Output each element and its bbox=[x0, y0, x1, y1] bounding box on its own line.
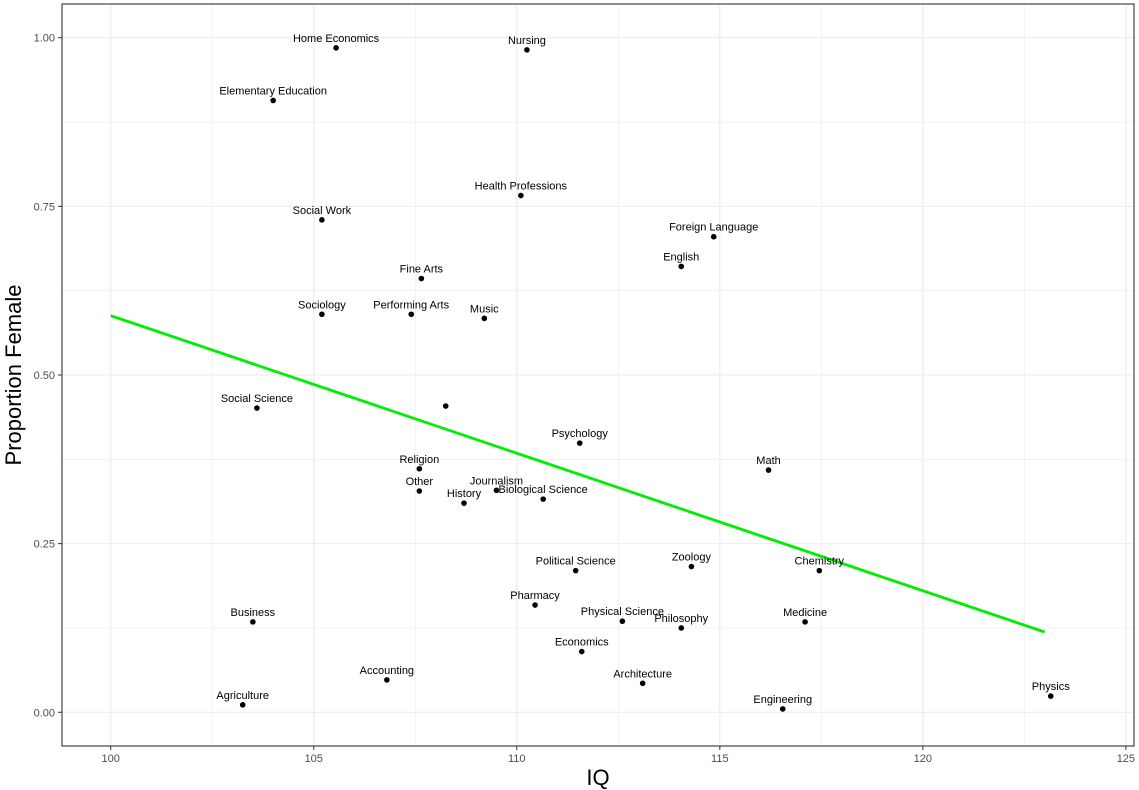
x-tick-label: 105 bbox=[305, 753, 323, 765]
data-point bbox=[319, 311, 325, 318]
data-point bbox=[1047, 693, 1054, 699]
data-point bbox=[319, 217, 325, 223]
point-label: Music bbox=[470, 303, 499, 315]
y-tick-label: 1.00 bbox=[34, 33, 55, 45]
point-label: Sociology bbox=[298, 299, 346, 311]
y-axis-title: Proportion Female bbox=[1, 285, 26, 466]
point-label: Home Economics bbox=[293, 33, 380, 45]
point-label: Zoology bbox=[672, 552, 712, 564]
data-point bbox=[416, 465, 423, 472]
y-tick-label: 0.25 bbox=[34, 539, 55, 551]
point-label: Business bbox=[231, 607, 276, 619]
data-point bbox=[442, 403, 449, 409]
point-label: Biological Science bbox=[499, 484, 588, 496]
point-label: Performing Arts bbox=[373, 299, 449, 311]
point-label: Chemistry bbox=[795, 556, 845, 568]
data-point bbox=[765, 467, 772, 473]
point-label: Physical Science bbox=[581, 606, 664, 618]
y-tick-label: 0.00 bbox=[34, 707, 55, 719]
point-label: Architecture bbox=[613, 668, 672, 680]
point-label: Medicine bbox=[783, 607, 827, 619]
data-point bbox=[816, 567, 823, 574]
data-point bbox=[239, 702, 246, 708]
data-point bbox=[254, 405, 260, 411]
data-point bbox=[619, 618, 626, 625]
point-label: Pharmacy bbox=[510, 590, 560, 602]
data-point bbox=[678, 625, 685, 631]
point-label: Political Science bbox=[536, 556, 616, 568]
x-tick-label: 100 bbox=[102, 753, 120, 765]
x-tick-label: 120 bbox=[914, 753, 932, 765]
y-axis-ticks: 0.00 0.25 0.50 0.75 1.00 bbox=[34, 33, 62, 719]
y-tick-label: 0.75 bbox=[34, 201, 55, 213]
data-point bbox=[576, 440, 583, 446]
x-tick-label: 115 bbox=[711, 753, 729, 765]
data-point bbox=[639, 680, 646, 687]
y-tick-label: 0.50 bbox=[34, 370, 55, 382]
point-label: Other bbox=[406, 476, 434, 488]
point-label: Health Professions bbox=[475, 181, 568, 193]
point-label: Math bbox=[756, 455, 780, 467]
data-point bbox=[779, 706, 786, 712]
point-label: Agriculture bbox=[216, 690, 269, 702]
grid-major bbox=[62, 4, 1134, 746]
data-point bbox=[333, 45, 339, 51]
point-label: Nursing bbox=[508, 35, 546, 47]
x-tick-label: 110 bbox=[508, 753, 526, 765]
data-point bbox=[461, 500, 467, 506]
data-point bbox=[524, 47, 530, 53]
data-point bbox=[270, 97, 276, 104]
data-point bbox=[532, 602, 538, 608]
point-label: Physics bbox=[1032, 681, 1070, 693]
data-point bbox=[688, 563, 695, 570]
data-point bbox=[578, 648, 585, 655]
point-label: Journalism bbox=[470, 475, 523, 487]
point-label: English bbox=[663, 251, 699, 263]
point-label: Psychology bbox=[552, 428, 609, 440]
regression-line bbox=[110, 314, 1046, 634]
data-point bbox=[250, 619, 256, 625]
x-axis-ticks: 100 105 110 115 120 125 bbox=[102, 746, 1135, 765]
data-point bbox=[481, 315, 488, 322]
point-label: Engineering bbox=[753, 694, 812, 706]
point-label: Philosophy bbox=[654, 613, 708, 625]
data-point bbox=[384, 677, 390, 683]
point-label: Foreign Language bbox=[669, 222, 758, 234]
point-label: History bbox=[447, 488, 482, 500]
point-label: Social Work bbox=[293, 205, 352, 217]
data-point bbox=[802, 619, 808, 625]
data-point bbox=[408, 311, 415, 318]
point-label: Religion bbox=[399, 454, 439, 466]
x-axis-title: IQ bbox=[586, 765, 609, 790]
data-point bbox=[416, 488, 423, 494]
data-point bbox=[540, 496, 546, 502]
x-tick-label: 125 bbox=[1117, 753, 1135, 765]
data-point bbox=[710, 233, 717, 240]
fit-line-group bbox=[110, 314, 1046, 634]
point-label: Fine Arts bbox=[400, 264, 444, 276]
point-label: Elementary Education bbox=[219, 85, 327, 97]
data-point bbox=[518, 192, 524, 199]
point-labels-group: Home Economics Nursing Elementary Educatio… bbox=[216, 33, 1070, 706]
data-point bbox=[418, 275, 425, 282]
points-group bbox=[239, 45, 1054, 712]
point-label: Accounting bbox=[360, 665, 414, 677]
data-point bbox=[678, 263, 685, 270]
data-point bbox=[572, 567, 579, 574]
data-point bbox=[493, 487, 500, 494]
point-label: Social Science bbox=[221, 393, 293, 405]
point-label: Economics bbox=[555, 637, 609, 649]
